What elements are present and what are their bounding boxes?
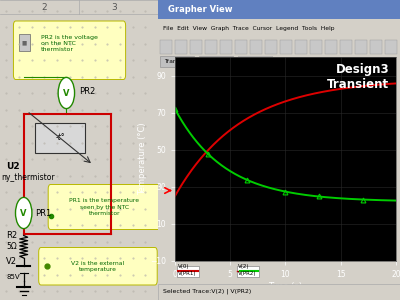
Bar xyxy=(266,40,277,54)
Bar xyxy=(220,40,232,54)
Text: Grapher View: Grapher View xyxy=(168,5,232,14)
Text: Transient: Transient xyxy=(241,59,268,64)
Text: V(PR2): V(PR2) xyxy=(238,271,256,275)
Text: U2: U2 xyxy=(6,162,20,171)
X-axis label: Time (s): Time (s) xyxy=(268,282,302,291)
Bar xyxy=(160,40,172,54)
Bar xyxy=(177,266,199,277)
Text: V: V xyxy=(63,88,70,98)
Bar xyxy=(158,20,400,38)
Text: R2: R2 xyxy=(6,231,18,240)
Text: ny_thermistor: ny_thermistor xyxy=(2,172,55,182)
Circle shape xyxy=(16,197,32,229)
Bar xyxy=(356,40,367,54)
Bar xyxy=(19,34,30,51)
Bar xyxy=(386,40,397,54)
Bar xyxy=(176,40,187,54)
Bar xyxy=(160,56,194,67)
Text: Transient: Transient xyxy=(164,59,191,64)
Bar xyxy=(158,38,400,56)
FancyBboxPatch shape xyxy=(48,184,160,230)
Text: ■: ■ xyxy=(22,40,27,45)
Bar xyxy=(158,0,400,20)
Bar xyxy=(340,40,352,54)
Text: V2: V2 xyxy=(6,256,17,266)
Bar xyxy=(238,56,272,67)
Y-axis label: Temperature (°C): Temperature (°C) xyxy=(138,123,147,195)
Text: File  Edit  View  Graph  Trace  Cursor  Legend  Tools  Help: File Edit View Graph Trace Cursor Legend… xyxy=(163,26,334,31)
Bar xyxy=(310,40,322,54)
Bar xyxy=(280,40,292,54)
Text: PR1: PR1 xyxy=(35,208,51,217)
Text: 5Ω: 5Ω xyxy=(6,242,17,251)
Bar xyxy=(370,40,382,54)
Text: PR2 is the voltage
on the NTC
thermistor: PR2 is the voltage on the NTC thermistor xyxy=(41,35,98,52)
Text: V(0): V(0) xyxy=(178,264,190,269)
Text: -t°: -t° xyxy=(55,134,65,142)
Text: PR2: PR2 xyxy=(79,87,95,96)
Text: PR1 is the temperature
seen by the NTC
thermistor: PR1 is the temperature seen by the NTC t… xyxy=(69,198,139,216)
FancyBboxPatch shape xyxy=(14,21,126,80)
FancyBboxPatch shape xyxy=(39,248,157,285)
Text: V2 is the external
temperature: V2 is the external temperature xyxy=(71,261,124,272)
Circle shape xyxy=(58,77,74,109)
Text: 3: 3 xyxy=(111,3,117,12)
Bar xyxy=(35,123,85,153)
Bar xyxy=(250,40,262,54)
Bar xyxy=(206,40,217,54)
Bar xyxy=(326,40,337,54)
Text: V: V xyxy=(20,208,27,217)
Text: Design3
Transient: Design3 Transient xyxy=(327,63,389,91)
Bar xyxy=(236,40,247,54)
Text: Transient: Transient xyxy=(202,59,230,64)
Text: V(PR1): V(PR1) xyxy=(178,271,197,275)
Bar xyxy=(199,56,233,67)
Bar xyxy=(237,266,259,277)
Bar xyxy=(190,40,202,54)
Text: 85V: 85V xyxy=(6,274,20,280)
Bar xyxy=(296,40,307,54)
Text: Selected Trace:V(2) | V(PR2): Selected Trace:V(2) | V(PR2) xyxy=(163,289,251,295)
Text: V(2): V(2) xyxy=(238,264,249,269)
Text: 2: 2 xyxy=(42,3,47,12)
